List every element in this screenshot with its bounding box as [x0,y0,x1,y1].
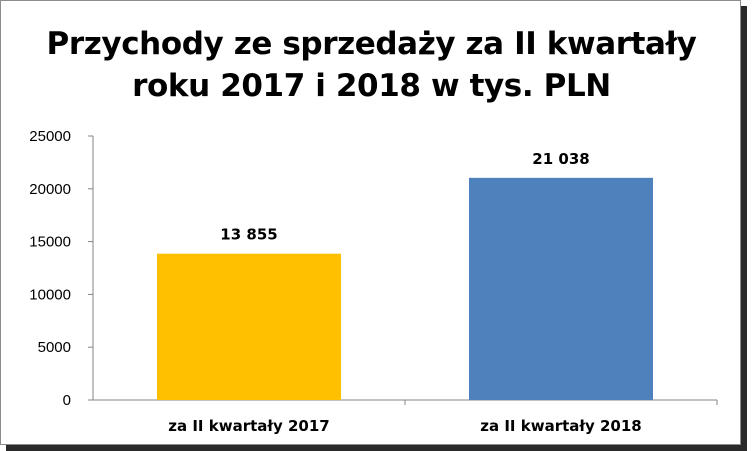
data-label: 13 855 [220,226,277,244]
bar [157,253,341,400]
y-tick-label: 10000 [29,286,71,303]
y-tick-label: 15000 [29,234,71,251]
plot-area: 0 5000 10000 15000 20000 25000 13 855 za II kwa… [29,128,718,435]
y-tick-label: 0 [63,392,71,409]
bar [469,177,653,400]
x-tick-label: za II kwartały 2018 [480,417,641,435]
data-label: 21 038 [532,150,589,168]
y-tick-label: 25000 [29,128,71,145]
y-tick-label: 5000 [38,339,71,356]
chart-area: Przychody ze sprzedaży za II kwartały ro… [0,0,741,445]
chart-title-line-1: Przychody ze sprzedaży za II kwartały [46,26,697,62]
chart-title: Przychody ze sprzedaży za II kwartały ro… [1,23,742,107]
x-tick-label: za II kwartały 2017 [168,417,329,435]
chart-title-line-2: roku 2017 i 2018 w tys. PLN [132,68,611,104]
y-tick-label: 20000 [29,181,71,198]
